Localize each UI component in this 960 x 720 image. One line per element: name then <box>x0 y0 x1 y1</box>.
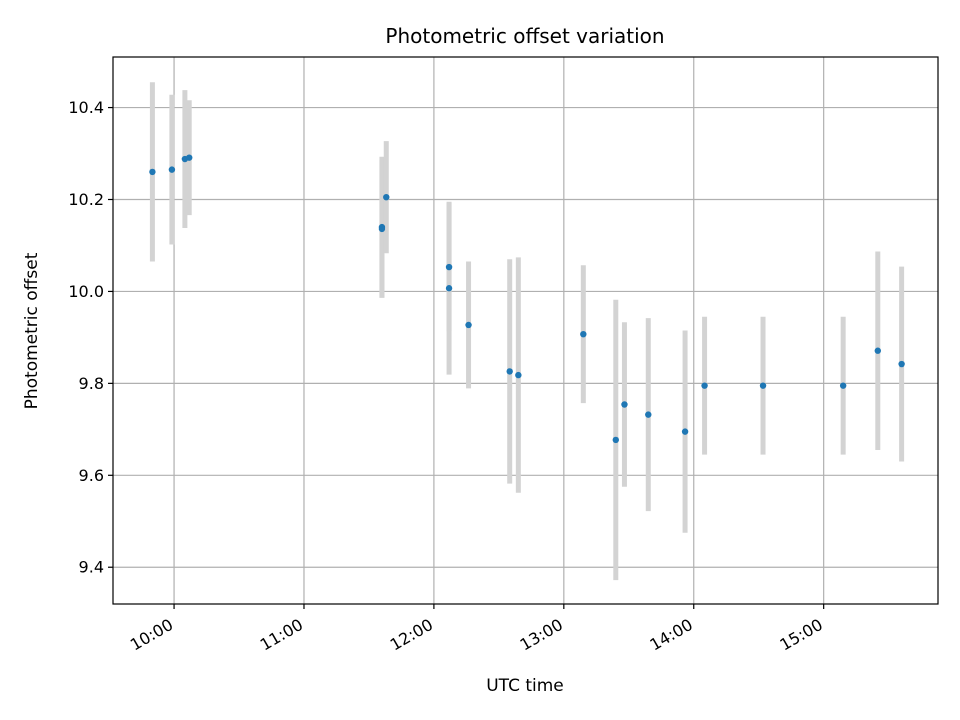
y-tick-label: 9.6 <box>79 466 104 485</box>
data-point <box>465 321 472 329</box>
y-tick-label: 9.4 <box>79 558 104 577</box>
grid-layer <box>113 57 938 604</box>
data-point <box>898 360 905 368</box>
chart-title: Photometric offset variation <box>385 24 664 48</box>
data-point <box>186 154 193 161</box>
data-point <box>506 368 513 375</box>
data-point <box>580 330 587 338</box>
y-tick-label: 9.8 <box>79 374 104 393</box>
y-tick-label: 10.2 <box>68 190 104 209</box>
point-layer <box>149 154 905 444</box>
data-point <box>445 263 453 271</box>
data-point <box>645 411 652 418</box>
data-point <box>445 285 453 292</box>
data-point <box>149 168 156 176</box>
y-tick-label: 10.0 <box>68 282 104 301</box>
data-point <box>621 401 628 408</box>
data-point <box>874 347 882 354</box>
data-point <box>681 428 689 435</box>
data-point <box>759 382 767 389</box>
y-tick-label: 10.4 <box>68 98 104 117</box>
y-axis-title: Photometric offset <box>22 252 42 409</box>
data-point <box>701 382 708 389</box>
x-axis-title: UTC time <box>486 676 564 696</box>
data-point <box>839 382 847 389</box>
data-point <box>515 371 522 379</box>
data-point <box>378 225 386 233</box>
data-point <box>383 193 390 201</box>
data-point <box>612 436 619 444</box>
plot-frame <box>112 56 939 605</box>
data-point <box>168 166 176 173</box>
